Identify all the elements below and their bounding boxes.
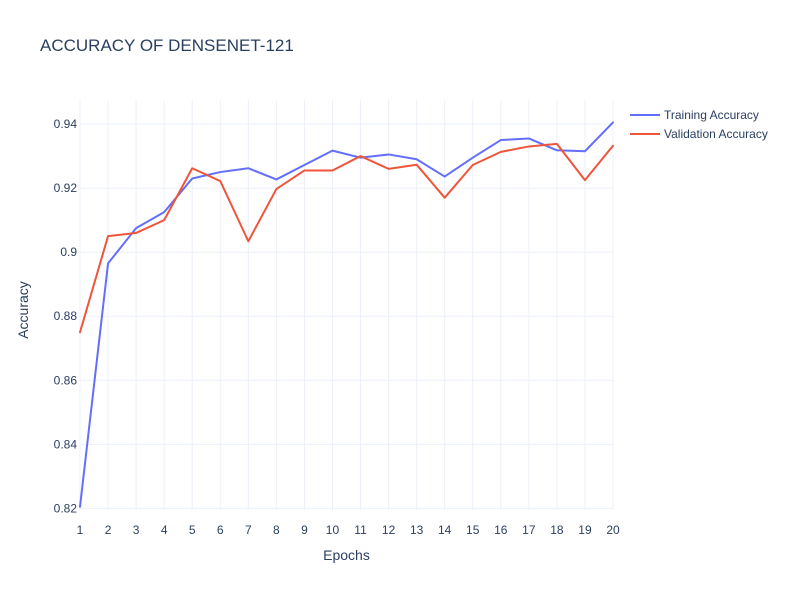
y-tick-label: 0.82: [54, 501, 78, 515]
legend-label: Validation Accuracy: [664, 127, 768, 141]
legend[interactable]: Training Accuracy Validation Accuracy: [630, 108, 768, 141]
x-tick-label: 20: [606, 523, 620, 537]
y-tick-label: 0.94: [54, 117, 78, 131]
x-tick-label: 14: [438, 523, 452, 537]
series-line-training-accuracy: [79, 121, 614, 508]
x-tick-label: 9: [301, 523, 308, 537]
x-tick-label: 3: [133, 523, 140, 537]
legend-item-validation-accuracy[interactable]: Validation Accuracy: [630, 127, 768, 141]
x-axis-title: Epochs: [323, 547, 370, 563]
x-tick-label: 16: [494, 523, 508, 537]
y-tick-label: 0.92: [54, 181, 78, 195]
x-tick-label: 17: [522, 523, 536, 537]
y-tick-label: 0.84: [54, 437, 78, 451]
grid-lines: [79, 100, 614, 510]
series-line-validation-accuracy: [79, 142, 614, 334]
y-axis-ticks: 0.82 0.84 0.86 0.88 0.9 0.92 0.94: [54, 117, 78, 515]
legend-item-training-accuracy[interactable]: Training Accuracy: [630, 108, 759, 122]
x-tick-label: 7: [245, 523, 252, 537]
x-tick-label: 5: [189, 523, 196, 537]
chart-title: ACCURACY OF DENSENET-121: [40, 36, 294, 55]
series-lines: [79, 121, 614, 508]
y-tick-label: 0.9: [60, 245, 77, 259]
x-tick-label: 8: [273, 523, 280, 537]
x-axis-ticks: 1 2 3 4 5 6 7 8 9 10 11 12 13 14 15 16 17 18 19 20: [77, 523, 620, 537]
x-tick-label: 13: [410, 523, 424, 537]
x-tick-label: 15: [466, 523, 480, 537]
x-tick-label: 11: [354, 523, 367, 537]
x-tick-label: 1: [77, 523, 84, 537]
y-tick-label: 0.86: [54, 373, 78, 387]
legend-label: Training Accuracy: [664, 108, 759, 122]
x-tick-label: 2: [105, 523, 112, 537]
x-tick-label: 6: [217, 523, 224, 537]
x-tick-label: 4: [161, 523, 168, 537]
x-tick-label: 18: [550, 523, 564, 537]
x-tick-label: 12: [382, 523, 396, 537]
x-tick-label: 19: [578, 523, 592, 537]
y-axis-title: Accuracy: [15, 281, 31, 339]
y-tick-label: 0.88: [54, 309, 78, 323]
x-tick-label: 10: [326, 523, 340, 537]
